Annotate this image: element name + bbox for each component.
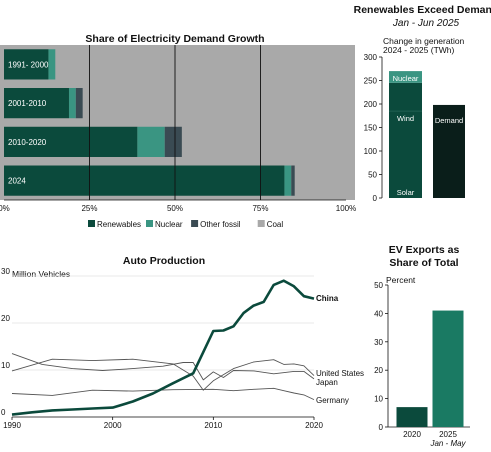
chart2-bar-solar <box>389 111 422 198</box>
chart1-bar-other-fossil-1 <box>75 88 83 119</box>
chart4-x-tick-label: 2025 <box>439 430 457 439</box>
chart2-bar-nuclear <box>389 71 422 83</box>
chart2-subtitle: Jan - Jun 2025 <box>392 18 460 29</box>
chart1-category-labels: 1991- 2000 2001-2010 2010-2020 2024 <box>8 60 49 185</box>
chart3-y-tick-label: 20 <box>1 314 10 323</box>
chart3-line-china <box>11 279 315 416</box>
chart3-y-tick-label: 0 <box>1 408 6 417</box>
chart2-y-axis-label: Change in generation 2024 - 2025 (TWh) <box>383 36 465 55</box>
chart1-category-label: 1991- 2000 <box>8 60 49 69</box>
chart3-series-label-united-states: United States <box>316 369 364 378</box>
chart3-series-label-germany: Germany <box>316 396 349 405</box>
chart4-y-axis-label: Percent <box>386 275 416 285</box>
chart3-x-tick-label: 1990 <box>3 421 21 430</box>
chart1-bar-nuclear-1 <box>68 88 76 119</box>
chart1-category-label: 2001-2010 <box>8 99 47 108</box>
chart1-bar-renewables-3 <box>4 165 285 196</box>
chart1-category-label: 2024 <box>8 177 26 186</box>
chart4-y-tick-label: 30 <box>374 338 383 347</box>
chart1-x-axis: 0% 25% 50% 75% 100% <box>0 199 356 213</box>
chart4-bar-2020 <box>396 407 428 427</box>
chart1-bar-nuclear-2 <box>137 126 165 157</box>
chart4-x-tick-label: 2020 <box>403 430 421 439</box>
chart2-y-tick-label: 300 <box>364 53 378 62</box>
chart1-gridlines <box>89 45 261 200</box>
chart4-y-tick-label: 20 <box>374 366 383 375</box>
chart2-segment-label-wind: Wind <box>397 114 414 123</box>
chart-renewables-exceed-demand: Renewables Exceed Demand Jan - Jun 2025 … <box>354 4 491 203</box>
chart1-x-tick-label: 100% <box>336 204 356 213</box>
chart2-y-tick-label: 150 <box>364 124 378 133</box>
chart1-bar-renewables-0 <box>4 49 49 80</box>
chart2-y-axis-label-line: Change in generation <box>383 36 465 46</box>
chart2-y-tick-label: 50 <box>368 171 377 180</box>
chart2-bar-wind <box>389 82 422 112</box>
chart2-y-axis: 0 50 100 150 200 250 300 <box>364 53 383 203</box>
chart1-bar-other-fossil-3 <box>291 165 295 196</box>
chart1-legend: Renewables Nuclear Other fossil Coal <box>88 220 283 229</box>
chart2-y-tick-label: 0 <box>373 194 378 203</box>
chart1-legend-label: Other fossil <box>200 220 241 229</box>
chart1-bars <box>4 49 295 196</box>
chart3-series-label-japan: Japan <box>316 378 338 387</box>
chart3-y-tick-label: 10 <box>1 361 10 370</box>
chart3-x-tick-label: 2010 <box>204 421 222 430</box>
chart1-legend-swatch <box>257 220 265 227</box>
chart3-x-tick-label: 2000 <box>104 421 122 430</box>
chart3-line-united-states <box>11 358 315 391</box>
chart3-title: Auto Production <box>123 255 205 267</box>
chart3-line-germany <box>11 387 315 401</box>
chart2-segment-label-nuclear: Nuclear <box>393 74 419 83</box>
chart1-x-tick-label: 0% <box>0 204 10 213</box>
chart4-y-tick-label: 40 <box>374 309 383 318</box>
chart1-legend-swatch <box>88 220 95 227</box>
chart4-y-tick-label: 10 <box>374 395 383 404</box>
chart3-x-tick-label: 2020 <box>305 421 323 430</box>
chart-ev-exports: EV Exports as Share of Total Percent 0 10 2… <box>374 244 470 448</box>
chart-electricity-demand-growth: Share of Electricity Demand Growth 0% 25%… <box>0 33 356 229</box>
chart1-bar-nuclear-3 <box>284 165 292 196</box>
chart2-bar-demand <box>433 104 465 198</box>
chart1-category-label: 2010-2020 <box>8 138 47 147</box>
chart3-y-axis-label: Million Vehicles <box>12 269 70 279</box>
chart1-x-tick-label: 75% <box>252 204 268 213</box>
chart2-title: Renewables Exceed Demand <box>354 4 491 16</box>
chart1-legend-label: Nuclear <box>155 220 183 229</box>
chart1-x-tick-label: 50% <box>167 204 183 213</box>
chart4-bar-2025 <box>432 310 464 427</box>
chart3-y-tick-label: 30 <box>1 267 10 276</box>
chart4-y-tick-label: 0 <box>379 423 384 432</box>
chart-auto-production: Auto Production Million Vehicles 0 10 20 30… <box>1 255 364 430</box>
chart1-x-tick-label: 25% <box>81 204 97 213</box>
chart1-bar-other-fossil-2 <box>164 126 182 157</box>
chart1-bar-renewables-2 <box>4 126 138 157</box>
chart2-segment-label-solar: Solar <box>397 188 415 197</box>
chart2-demand-label: Demand <box>435 116 463 125</box>
chart1-legend-swatch <box>191 220 199 227</box>
chart4-x-tick-sublabel: Jan - May <box>429 439 466 448</box>
chart2-bars: Solar Wind Nuclear Demand <box>389 71 465 198</box>
chart2-y-tick-label: 100 <box>364 147 378 156</box>
chart1-legend-label: Renewables <box>97 220 141 229</box>
chart1-bar-nuclear-0 <box>48 49 56 80</box>
chart4-title: EV Exports as Share of Total <box>389 244 460 269</box>
chart1-bar-renewables-1 <box>4 88 69 119</box>
chart2-y-tick-label: 200 <box>364 100 378 109</box>
chart3-axes: 0 10 20 30 1990 2000 2010 2020 <box>1 267 323 430</box>
chart1-legend-label: Coal <box>267 220 284 229</box>
chart2-y-tick-label: 250 <box>364 77 378 86</box>
chart4-y-tick-label: 50 <box>374 281 383 290</box>
chart2-y-axis-label-line: 2024 - 2025 (TWh) <box>383 45 455 55</box>
chart4-title-line: EV Exports as <box>389 244 460 256</box>
chart4-title-line: Share of Total <box>389 257 458 269</box>
chart3-series-label-china: China <box>316 294 339 303</box>
chart3-line-japan <box>11 353 315 381</box>
chart1-legend-swatch <box>146 220 153 227</box>
chart1-title: Share of Electricity Demand Growth <box>85 33 264 45</box>
